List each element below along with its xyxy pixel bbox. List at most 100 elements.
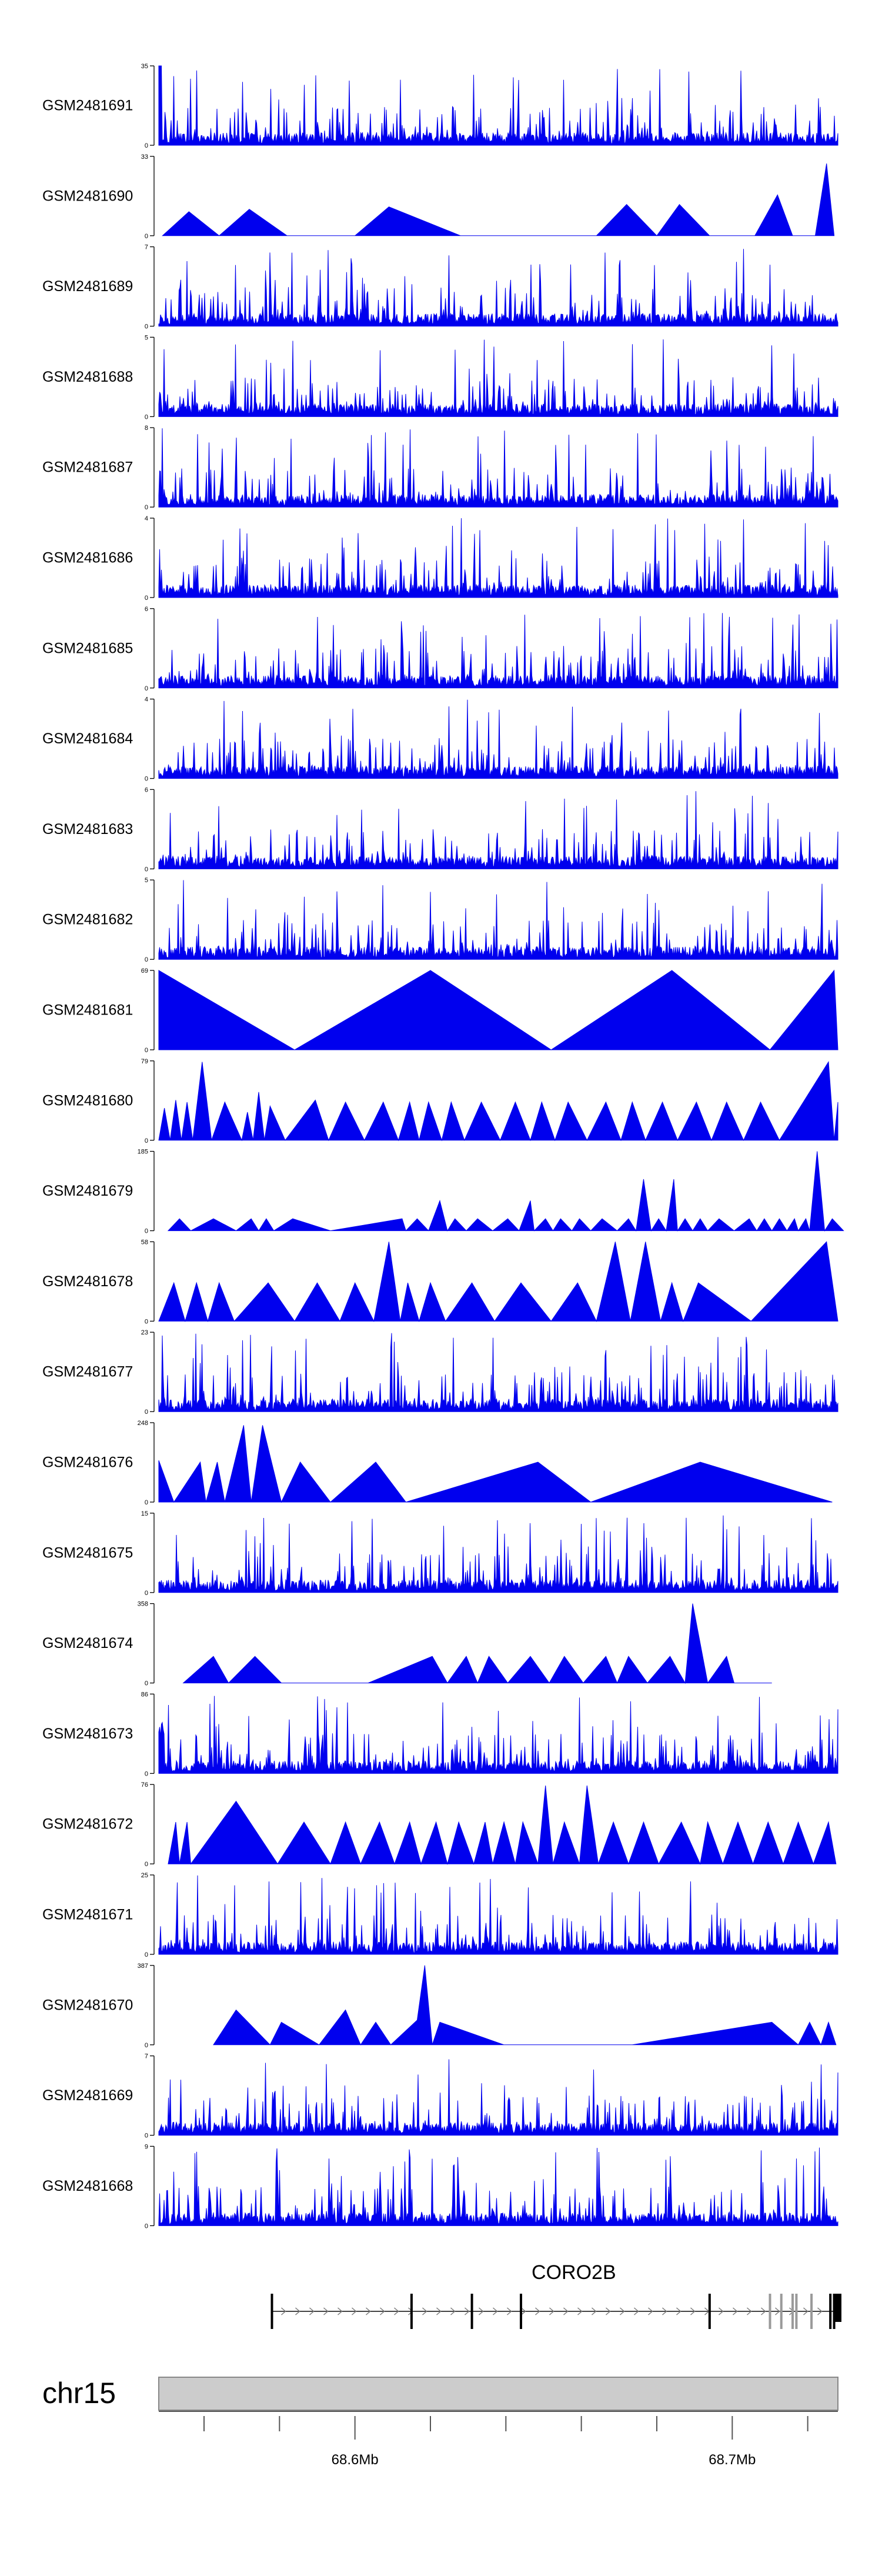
strand-arrow bbox=[733, 2307, 738, 2315]
track-gsm2481668: GSM2481668 9 0 bbox=[42, 2143, 838, 2230]
strand-arrow bbox=[281, 2307, 286, 2315]
exon bbox=[795, 2294, 798, 2329]
track-gsm2481669: GSM2481669 7 0 bbox=[42, 2053, 838, 2140]
track-gsm2481681: GSM2481681 69 0 bbox=[42, 967, 838, 1054]
strand-arrow bbox=[323, 2307, 329, 2315]
y-tick-label-max: 5 bbox=[145, 877, 148, 884]
track-label: GSM2481676 bbox=[42, 1454, 133, 1471]
strand-arrow bbox=[338, 2307, 343, 2315]
y-tick-label-max: 69 bbox=[141, 967, 148, 975]
y-tick-label-max: 86 bbox=[141, 1691, 148, 1698]
strand-arrow bbox=[803, 2307, 808, 2315]
track-label: GSM2481673 bbox=[42, 1726, 133, 1742]
track-gsm2481675: GSM2481675 15 0 bbox=[42, 1510, 838, 1597]
track-gsm2481670: GSM2481670 387 0 bbox=[42, 1963, 837, 2049]
track-label: GSM2481672 bbox=[42, 1816, 133, 1833]
gene-track: CORO2B bbox=[270, 2261, 841, 2329]
y-tick-label-max: 185 bbox=[138, 1149, 148, 1156]
coordinate-tick-label: 68.7Mb bbox=[709, 2452, 756, 2468]
y-tick-label-max: 76 bbox=[141, 1781, 148, 1788]
track-label: GSM2481691 bbox=[42, 98, 133, 114]
track-label: GSM2481678 bbox=[42, 1273, 133, 1290]
coverage-area bbox=[167, 1151, 844, 1232]
strand-arrow bbox=[422, 2307, 427, 2315]
y-tick-label-zero: 0 bbox=[145, 1318, 148, 1325]
track-gsm2481672: GSM2481672 76 0 bbox=[42, 1781, 837, 1868]
exon bbox=[829, 2294, 832, 2329]
track-label: GSM2481679 bbox=[42, 1183, 133, 1199]
coverage-area bbox=[158, 969, 838, 1050]
coverage-area bbox=[158, 613, 838, 689]
exon bbox=[810, 2294, 813, 2329]
track-gsm2481677: GSM2481677 23 0 bbox=[42, 1329, 838, 1416]
track-gsm2481671: GSM2481671 25 0 bbox=[42, 1872, 838, 1958]
track-gsm2481682: GSM2481682 5 0 bbox=[42, 877, 838, 963]
strand-arrow bbox=[761, 2307, 766, 2315]
y-tick-label-max: 25 bbox=[141, 1872, 148, 1879]
track-label: GSM2481668 bbox=[42, 2178, 133, 2194]
strand-arrow bbox=[521, 2307, 526, 2315]
strand-arrow bbox=[309, 2307, 315, 2315]
y-tick-label-zero: 0 bbox=[145, 413, 148, 421]
strand-arrow bbox=[465, 2307, 470, 2315]
y-tick-label-zero: 0 bbox=[145, 1951, 148, 1958]
strand-arrow bbox=[719, 2307, 724, 2315]
y-tick-label-zero: 0 bbox=[145, 685, 148, 692]
y-tick-label-max: 5 bbox=[145, 334, 148, 341]
y-tick-label-max: 35 bbox=[141, 63, 148, 70]
y-tick-label-zero: 0 bbox=[145, 1499, 148, 1506]
y-tick-label-zero: 0 bbox=[145, 233, 148, 240]
y-tick-label-zero: 0 bbox=[145, 1137, 148, 1144]
chromosome-ideogram bbox=[158, 2377, 838, 2411]
track-label: GSM2481680 bbox=[42, 1092, 133, 1109]
track-label: GSM2481690 bbox=[42, 188, 133, 204]
y-tick-label-max: 248 bbox=[138, 1420, 148, 1427]
strand-arrow bbox=[493, 2307, 498, 2315]
track-gsm2481690: GSM2481690 33 0 bbox=[42, 154, 835, 240]
track-label: GSM2481681 bbox=[42, 1002, 133, 1019]
strand-arrow bbox=[295, 2307, 300, 2315]
y-tick-label-zero: 0 bbox=[145, 504, 148, 511]
coverage-area bbox=[182, 1603, 772, 1684]
coverage-area bbox=[158, 65, 838, 146]
track-label: GSM2481669 bbox=[42, 2087, 133, 2104]
track-label: GSM2481685 bbox=[42, 640, 133, 656]
strand-arrow bbox=[606, 2307, 611, 2315]
coverage-area bbox=[158, 880, 838, 960]
coverage-area bbox=[158, 428, 838, 508]
exon bbox=[410, 2294, 413, 2329]
y-tick-label-max: 33 bbox=[141, 154, 148, 161]
y-tick-label-zero: 0 bbox=[145, 1680, 148, 1687]
track-gsm2481685: GSM2481685 6 0 bbox=[42, 606, 838, 692]
coverage-area bbox=[158, 518, 838, 598]
y-tick-label-max: 6 bbox=[145, 606, 148, 613]
coverage-area bbox=[158, 1425, 833, 1503]
y-tick-label-zero: 0 bbox=[145, 1590, 148, 1597]
strand-arrow bbox=[549, 2307, 554, 2315]
y-tick-label-zero: 0 bbox=[145, 2042, 148, 2049]
coverage-area bbox=[213, 1965, 837, 2046]
exon bbox=[833, 2294, 841, 2322]
track-label: GSM2481689 bbox=[42, 278, 133, 295]
coverage-area bbox=[158, 1515, 838, 1593]
y-tick-label-zero: 0 bbox=[145, 595, 148, 602]
exon bbox=[708, 2294, 711, 2329]
track-gsm2481688: GSM2481688 5 0 bbox=[42, 334, 838, 421]
strand-arrow bbox=[507, 2307, 512, 2315]
strand-arrow bbox=[436, 2307, 442, 2315]
strand-arrow bbox=[775, 2307, 780, 2315]
strand-arrow bbox=[450, 2307, 456, 2315]
track-label: GSM2481688 bbox=[42, 369, 133, 385]
track-label: GSM2481683 bbox=[42, 821, 133, 837]
y-tick-label-max: 23 bbox=[141, 1329, 148, 1336]
exon bbox=[769, 2294, 771, 2329]
coverage-area bbox=[158, 249, 838, 327]
strand-arrow bbox=[535, 2307, 540, 2315]
coverage-area bbox=[158, 1875, 838, 1955]
coverage-area bbox=[162, 163, 835, 236]
y-tick-label-zero: 0 bbox=[145, 1409, 148, 1416]
y-tick-label-zero: 0 bbox=[145, 956, 148, 963]
coverage-area bbox=[158, 1696, 838, 1774]
track-gsm2481691: GSM2481691 35 0 bbox=[42, 63, 838, 149]
